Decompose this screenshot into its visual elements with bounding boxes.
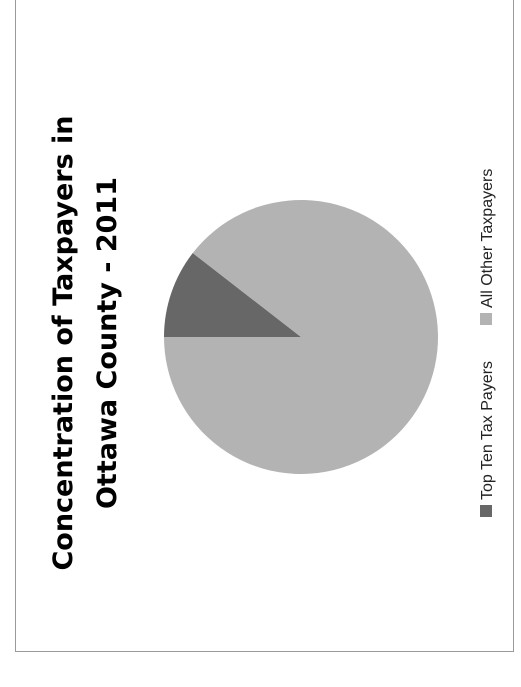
legend-label-all-other: All Other Taxpayers bbox=[479, 169, 496, 308]
legend-swatch-top-ten bbox=[480, 505, 492, 517]
rotated-chart-group: Concentration of Taxpayers in Ottawa Cou… bbox=[48, 115, 496, 570]
legend-label-top-ten: Top Ten Tax Payers bbox=[479, 361, 496, 500]
chart-title-line-1: Concentration of Taxpayers in bbox=[48, 115, 79, 570]
legend: Top Ten Tax Payers All Other Taxpayers bbox=[479, 169, 496, 517]
pie-slice-all-other-taxpayers bbox=[164, 200, 438, 474]
chart-frame bbox=[15, 0, 514, 652]
pie-slice-top-ten-tax-payers bbox=[164, 253, 301, 337]
chart-title-line-2: Ottawa County - 2011 bbox=[92, 177, 123, 509]
pie-slices bbox=[164, 200, 438, 474]
legend-swatch-all-other bbox=[480, 313, 492, 325]
